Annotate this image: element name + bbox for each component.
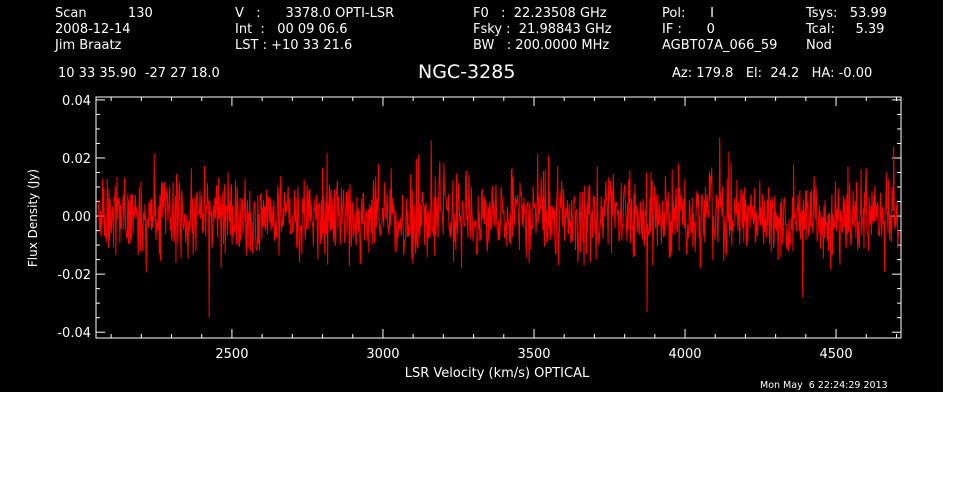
- procedure-label: Nod: [806, 38, 832, 53]
- plot-panel: Scan 130 2008-12-14 Jim Braatz V : 3378.…: [0, 0, 943, 392]
- y-tick-label: -0.02: [57, 268, 91, 283]
- x-tick-label: 4000: [668, 347, 701, 362]
- x-tick-label: 2500: [215, 347, 248, 362]
- polarization-label: Pol: I: [662, 6, 714, 21]
- sky-frequency-label: Fsky : 21.98843 GHz: [473, 22, 612, 37]
- timestamp-label: Mon May 6 22:24:29 2013: [760, 380, 888, 391]
- spectrum-series-line: [97, 137, 900, 318]
- pointing-label: Az: 179.8 El: 24.2 HA: -0.00: [672, 66, 873, 81]
- y-tick-label: 0.00: [62, 210, 91, 225]
- velocity-label: V : 3378.0 OPTI-LSR: [235, 6, 395, 21]
- observer-label: Jim Braatz: [55, 38, 122, 53]
- y-axis-label: Flux Density (Jy): [26, 169, 40, 267]
- x-tick-label: 4500: [820, 347, 853, 362]
- bandwidth-label: BW : 200.0000 MHz: [473, 38, 610, 53]
- tsys-label: Tsys: 53.99: [806, 6, 888, 21]
- y-tick-labels: -0.04 -0.02 0.00 0.02 0.04: [57, 94, 91, 341]
- integration-label: Int : 00 09 06.6: [235, 22, 348, 37]
- source-title: NGC-3285: [418, 61, 516, 83]
- plot-frame: [95, 96, 902, 339]
- x-tick-label: 3000: [366, 347, 399, 362]
- x-axis-label: LSR Velocity (km/s) OPTICAL: [405, 366, 590, 381]
- y-tick-label: 0.02: [62, 152, 91, 167]
- scan-label: Scan 130: [55, 6, 153, 21]
- y-tick-label: -0.04: [57, 326, 91, 341]
- coordinates-label: 10 33 35.90 -27 27 18.0: [58, 66, 220, 81]
- project-label: AGBT07A_066_59: [662, 38, 778, 53]
- if-label: IF : 0: [662, 22, 715, 37]
- tcal-label: Tcal: 5.39: [806, 22, 885, 37]
- rest-frequency-label: F0 : 22.23508 GHz: [473, 6, 607, 21]
- x-tick-label: 3500: [517, 347, 550, 362]
- x-tick-labels: 2500 3000 3500 4000 4500: [215, 347, 852, 362]
- spectrum-chart: -0.04 -0.02 0.00 0.02 0.04 2500 3000 3500 4000 4…: [26, 94, 902, 381]
- axis-ticks: [96, 97, 901, 338]
- y-tick-label: 0.04: [62, 94, 91, 109]
- lst-label: LST : +10 33 21.6: [235, 38, 353, 53]
- date-label: 2008-12-14: [55, 22, 131, 37]
